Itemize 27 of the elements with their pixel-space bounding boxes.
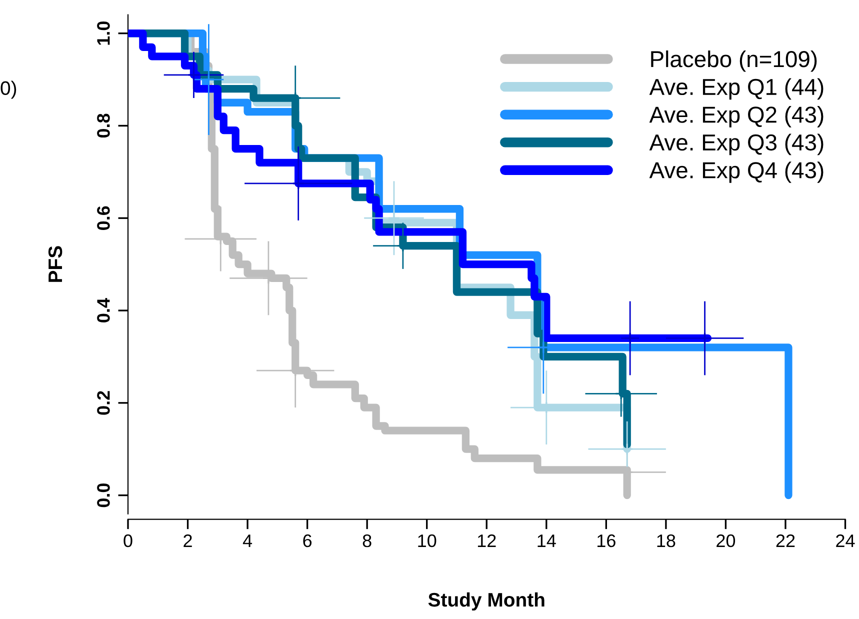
x-tick-label: 22 <box>776 534 795 547</box>
x-tick-label: 6 <box>303 534 312 548</box>
y-axis-title: PFS <box>48 246 62 282</box>
x-tick-label: 2 <box>184 534 192 547</box>
legend-label: Ave. Exp Q3 (43) <box>649 134 824 156</box>
x-tick-label: 10 <box>418 534 436 548</box>
y-tick-label: 0.0 <box>97 483 110 508</box>
y-tick-label: 0.2 <box>97 391 110 415</box>
x-tick-label: 16 <box>598 534 616 548</box>
legend-label: Ave. Exp Q2 (43) <box>649 106 824 128</box>
x-tick-label: 20 <box>716 534 736 548</box>
x-tick-label: 18 <box>657 534 676 548</box>
legend-label: Placebo (n=109) <box>651 50 817 72</box>
x-tick-label: 12 <box>478 534 496 547</box>
legend-label: Ave. Exp Q1 (44) <box>649 78 824 100</box>
text: 0) <box>0 80 16 99</box>
legend-label: Ave. Exp Q4 (43) <box>649 162 824 183</box>
x-tick-label: 8 <box>362 534 372 548</box>
y-tick-label: 0.4 <box>97 298 110 322</box>
x-tick-label: 24 <box>836 534 855 547</box>
x-tick-label: 14 <box>538 534 556 547</box>
x-tick-label: 4 <box>242 534 252 547</box>
x-axis-title: Study Month <box>428 592 544 611</box>
x-tick-label: 0 <box>124 534 132 548</box>
y-tick-label: 0.6 <box>97 206 110 230</box>
y-tick-label: 1.0 <box>97 22 110 45</box>
y-tick-label: 0.8 <box>97 114 110 138</box>
